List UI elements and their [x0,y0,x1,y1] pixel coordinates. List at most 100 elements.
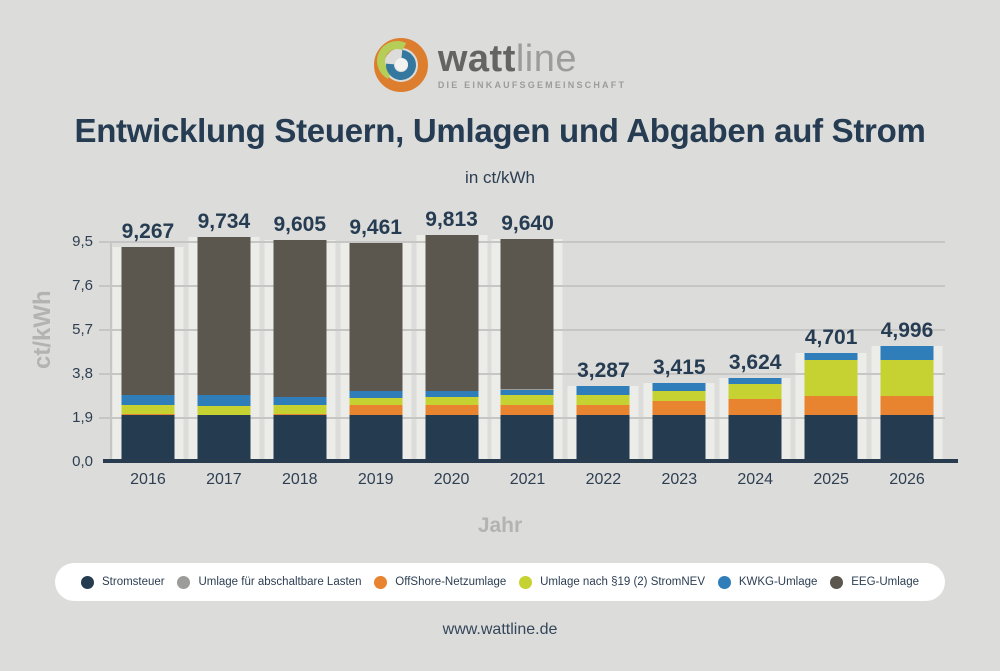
bar-segment [273,405,327,414]
page-title: Entwicklung Steuern, Umlagen und Abgaben… [74,112,926,149]
y-tick-label: 5,7 [72,321,93,338]
x-tick-labels: 2016 2017 2018 2019 2020 2021 2022 2023 2024 2025… [110,471,945,489]
bar-segment [804,353,858,360]
bar-group-2021: 9,640 [490,212,566,462]
bar-group-2022: 3,287 [565,242,641,462]
bar-segment [273,397,327,406]
stacked-bar-2025 [804,353,858,462]
bar-value-label: 4,996 [880,319,934,343]
bar-group-2026: 4,996 [869,242,945,462]
legend-dot-icon [81,575,94,589]
bar-segment [500,389,554,396]
bar-segment [349,414,403,462]
x-axis-line [103,459,958,463]
y-tick-label: 9,5 [72,233,93,250]
legend-item: OffShore-Netzumlage [374,575,507,589]
bar-segment [273,414,327,462]
brand-name-light: line [515,37,577,80]
bar-group-2016: 9,267 [110,220,186,462]
stacked-bar-2023 [652,382,706,462]
bar-segment [197,414,251,462]
bar-segment [500,238,554,390]
x-tick-label: 2024 [737,471,773,488]
bar-segment [880,359,934,396]
y-axis-line [110,242,112,462]
legend-item: Umlage nach §19 (2) StromNEV [519,575,706,589]
bar-segment [880,346,934,360]
bar-segment [728,399,782,415]
bar-segment [349,404,403,415]
legend-label: KWKG-Umlage [738,576,818,588]
x-tick-label: 2017 [206,471,242,488]
brand-text: wattline DIE EINKAUFSGEMEINSCHAFT [437,37,627,90]
legend-dot-icon [374,575,388,589]
legend-dot-icon [177,575,191,589]
x-tick-label: 2021 [509,471,546,488]
bar-segment [349,391,403,398]
bar-segment [500,405,554,415]
legend-label: Umlage für abschaltbare Lasten [198,576,362,588]
bar-segment [652,400,706,415]
stacked-bar-2021 [500,238,554,462]
bar-value-label: 9,461 [349,215,402,239]
bar-value-label: 9,267 [121,220,175,244]
bar-segment [500,395,554,406]
bar-segment [728,414,782,462]
bar-segment [652,391,706,401]
bar-segment [273,239,327,397]
bar-segment [804,414,858,462]
bar-segment [652,382,706,392]
stacked-bar-2026 [880,346,934,462]
legend-item: Umlage für abschaltbare Lasten [177,575,362,589]
bar-segment [576,404,630,415]
brand-name-bold: watt [437,37,516,80]
bar-segment [425,396,479,405]
legend-dot-icon [717,575,731,589]
x-tick-label: 2026 [889,471,925,488]
bar-value-label: 9,605 [273,212,327,236]
legend-label: Umlage nach §19 (2) StromNEV [540,576,706,588]
legend-label: Stromsteuer [102,576,165,588]
y-tick-label: 3,8 [72,365,93,382]
bar-segment [652,414,706,462]
legend-dot-icon [830,575,844,589]
bar-value-label: 9,813 [425,207,478,231]
bar-group-2018: 9,605 [262,213,338,462]
bar-segment [425,234,479,392]
bar-segment [576,385,630,395]
bar-segment [425,391,479,397]
footer-url: www.wattline.de [442,621,558,638]
bar-segment [121,414,175,462]
legend-item: Stromsteuer [81,575,165,589]
bar-segment [197,236,251,396]
swirl-core [394,58,408,71]
bar-segment [880,395,934,415]
bar-segment [349,242,403,392]
bar-value-label: 3,624 [728,351,782,375]
bar-segment [804,395,858,415]
x-tick-label: 2022 [585,471,622,488]
bar-group-2023: 3,415 [641,242,717,462]
x-tick-label: 2023 [661,471,698,488]
x-tick-label: 2020 [433,471,470,488]
y-tick-label: 1,9 [72,409,93,426]
bar-segment [425,404,479,415]
brand-tagline: DIE EINKAUFSGEMEINSCHAFT [437,79,627,90]
bar-segment [500,414,554,462]
bar-value-label: 9,640 [501,211,554,235]
stacked-bar-2019 [349,242,403,462]
bar-slots: 9,267 9,734 9,605 9,461 9,813 9,640 3,287 3,415… [110,208,945,462]
bar-segment [576,394,630,405]
stacked-bar-2017 [197,236,251,462]
bar-value-label: 3,287 [577,358,630,382]
x-tick-label: 2016 [130,471,166,488]
x-axis-title: Jahr [477,514,523,537]
bar-group-2017: 9,734 [186,210,262,462]
bar-segment [576,414,630,462]
legend-label: OffShore-Netzumlage [395,576,507,588]
bar-group-2020: 9,813 [414,208,490,462]
bar-segment [880,414,934,462]
bar-segment [121,413,175,415]
bar-segment [121,394,175,405]
